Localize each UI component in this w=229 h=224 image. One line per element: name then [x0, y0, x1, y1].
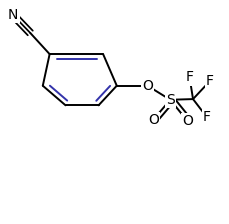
- Text: N: N: [8, 8, 18, 22]
- Text: F: F: [203, 110, 211, 124]
- Text: S: S: [166, 93, 175, 107]
- Text: F: F: [206, 74, 214, 88]
- Text: O: O: [142, 79, 153, 93]
- Text: O: O: [148, 113, 159, 127]
- Text: O: O: [182, 114, 193, 128]
- Text: F: F: [186, 71, 194, 84]
